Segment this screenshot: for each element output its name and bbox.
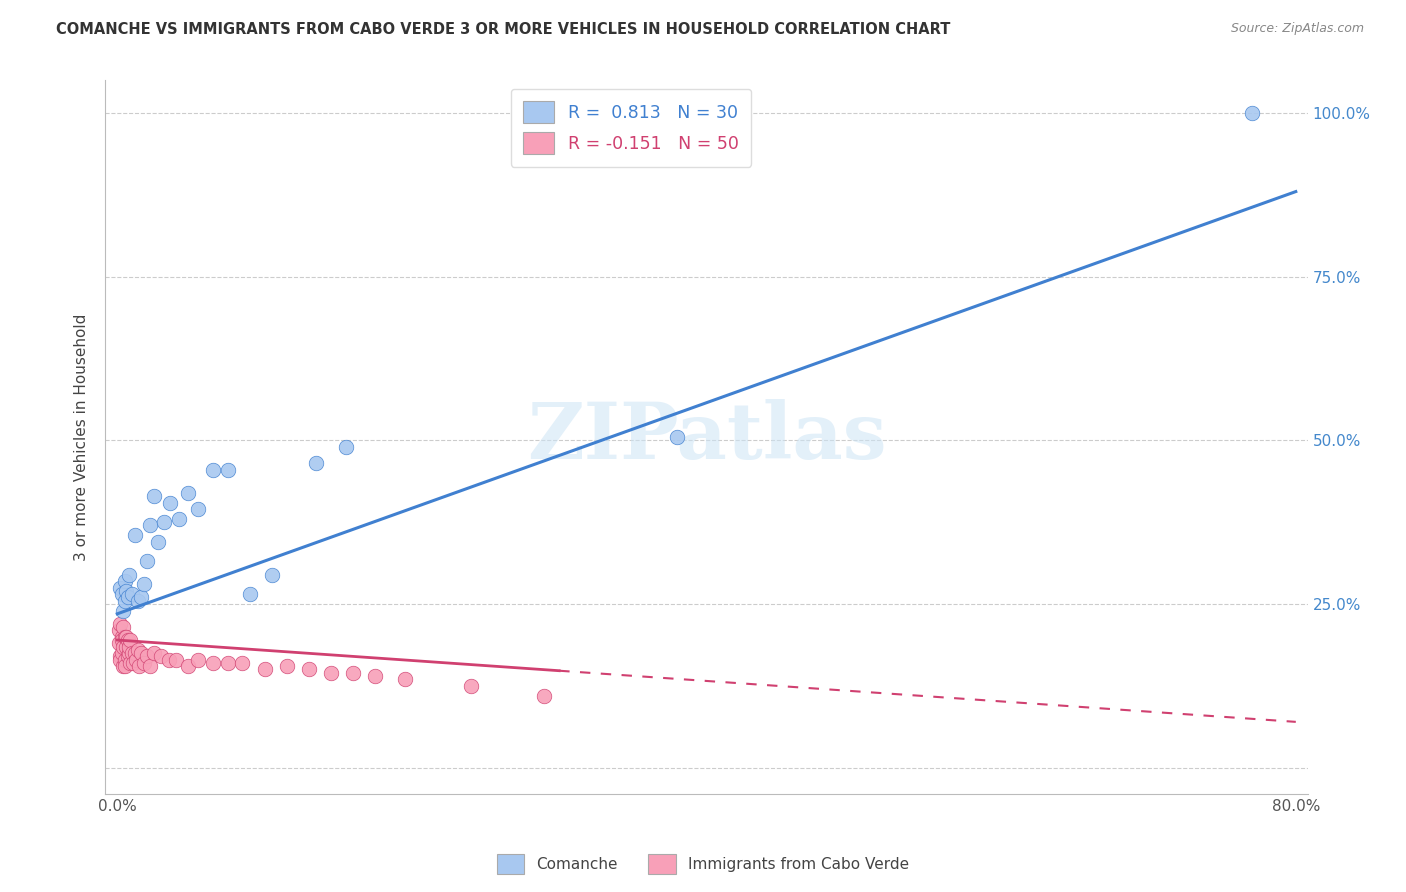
Point xyxy=(143,489,166,503)
Point xyxy=(114,653,136,667)
Point xyxy=(122,656,145,670)
Point xyxy=(124,528,146,542)
Point xyxy=(112,603,135,617)
Point xyxy=(165,653,187,667)
Text: ZIPatlas: ZIPatlas xyxy=(527,399,886,475)
Point xyxy=(129,646,152,660)
Point xyxy=(124,646,146,660)
Point xyxy=(108,649,131,664)
Point xyxy=(187,653,209,667)
Point xyxy=(132,656,155,670)
Point xyxy=(135,554,157,568)
Point xyxy=(128,659,150,673)
Point xyxy=(111,633,134,648)
Point xyxy=(138,659,160,673)
Point xyxy=(120,656,142,670)
Point xyxy=(114,630,136,644)
Point xyxy=(135,649,157,664)
Point xyxy=(217,463,239,477)
Point xyxy=(143,646,166,660)
Point xyxy=(117,649,139,664)
Point xyxy=(111,646,134,660)
Point xyxy=(394,673,416,687)
Point xyxy=(114,574,136,588)
Point xyxy=(115,583,138,598)
Point xyxy=(112,620,135,634)
Point xyxy=(153,515,176,529)
Point xyxy=(107,624,129,638)
Point xyxy=(125,653,148,667)
Point xyxy=(115,630,138,644)
Point xyxy=(121,587,143,601)
Point xyxy=(112,659,135,673)
Y-axis label: 3 or more Vehicles in Household: 3 or more Vehicles in Household xyxy=(75,313,90,561)
Point xyxy=(127,593,149,607)
Point xyxy=(231,656,253,670)
Point xyxy=(157,653,180,667)
Point xyxy=(132,577,155,591)
Text: Source: ZipAtlas.com: Source: ZipAtlas.com xyxy=(1230,22,1364,36)
Point xyxy=(239,587,262,601)
Point xyxy=(107,636,129,650)
Point xyxy=(276,659,298,673)
Point xyxy=(108,616,131,631)
Point xyxy=(460,679,482,693)
Point xyxy=(114,659,136,673)
Point xyxy=(111,630,134,644)
Point xyxy=(253,663,276,677)
Point xyxy=(177,659,200,673)
Legend: R =  0.813   N = 30, R = -0.151   N = 50: R = 0.813 N = 30, R = -0.151 N = 50 xyxy=(510,89,751,167)
Point xyxy=(111,587,134,601)
Point xyxy=(114,593,136,607)
Point xyxy=(298,663,321,677)
Point xyxy=(108,581,131,595)
Point xyxy=(364,669,387,683)
Point xyxy=(666,430,689,444)
Text: COMANCHE VS IMMIGRANTS FROM CABO VERDE 3 OR MORE VEHICLES IN HOUSEHOLD CORRELATI: COMANCHE VS IMMIGRANTS FROM CABO VERDE 3… xyxy=(56,22,950,37)
Point xyxy=(115,640,138,654)
Point xyxy=(129,591,152,605)
Point xyxy=(1240,106,1263,120)
Point xyxy=(335,440,357,454)
Point xyxy=(118,640,141,654)
Point xyxy=(260,567,283,582)
Point xyxy=(319,665,342,680)
Point xyxy=(118,567,141,582)
Point xyxy=(167,512,190,526)
Point xyxy=(201,656,224,670)
Point xyxy=(127,643,149,657)
Point xyxy=(138,518,160,533)
Point xyxy=(217,656,239,670)
Point xyxy=(117,591,139,605)
Point xyxy=(150,649,173,664)
Legend: Comanche, Immigrants from Cabo Verde: Comanche, Immigrants from Cabo Verde xyxy=(491,848,915,880)
Point xyxy=(121,646,143,660)
Point xyxy=(108,653,131,667)
Point xyxy=(159,495,181,509)
Point xyxy=(201,463,224,477)
Point xyxy=(533,689,555,703)
Point xyxy=(187,502,209,516)
Point xyxy=(177,485,200,500)
Point xyxy=(148,534,170,549)
Point xyxy=(120,633,142,648)
Point xyxy=(112,640,135,654)
Point xyxy=(342,665,364,680)
Point xyxy=(117,633,139,648)
Point xyxy=(118,646,141,660)
Point xyxy=(305,456,328,470)
